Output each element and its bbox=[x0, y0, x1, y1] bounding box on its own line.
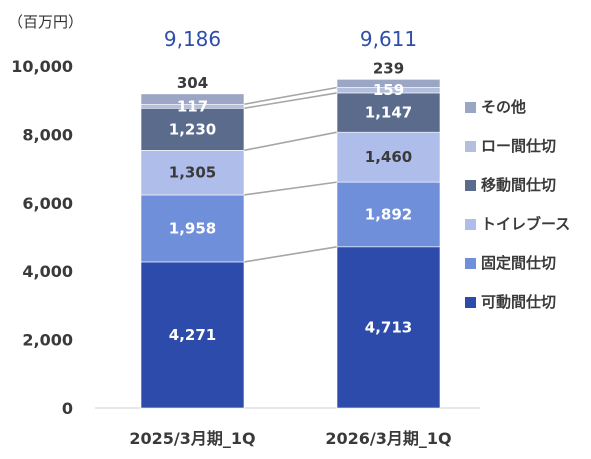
data-label: 1,230 bbox=[169, 120, 216, 138]
connector-line bbox=[243, 86, 338, 106]
bar-segment bbox=[140, 194, 245, 263]
legend-label: その他 bbox=[481, 98, 526, 116]
bar-segment bbox=[336, 92, 441, 133]
legend-swatch bbox=[465, 297, 476, 308]
y-axis: 0 2,000 4,000 6,000 8,000 10,000 2025/3月期_1Q 20… bbox=[11, 57, 480, 448]
legend-label: 固定間仕切 bbox=[481, 254, 556, 272]
data-label: 117 bbox=[177, 97, 208, 115]
x-category-label: 2025/3月期_1Q bbox=[129, 429, 255, 448]
data-label: 1,460 bbox=[365, 148, 412, 166]
y-tick-label: 4,000 bbox=[22, 262, 73, 281]
legend-label: トイレブース bbox=[481, 215, 570, 233]
legend-label: ロー間仕切 bbox=[481, 137, 556, 155]
total-label: 9,611 bbox=[360, 27, 417, 51]
bar-segment bbox=[336, 246, 441, 409]
bar-segment bbox=[336, 131, 441, 183]
bar-segment bbox=[140, 261, 245, 409]
data-label: 304 bbox=[177, 74, 208, 92]
data-labels: 4,271 4,713 1,958 1,892 1,305 1,460 1,230 1,147… bbox=[164, 27, 417, 344]
y-tick-label: 2,000 bbox=[22, 331, 73, 350]
y-tick-label: 8,000 bbox=[22, 125, 73, 144]
data-label: 159 bbox=[373, 81, 404, 99]
connector-lines bbox=[243, 86, 338, 263]
connector-line bbox=[243, 246, 338, 263]
bar-segment bbox=[336, 181, 441, 248]
x-category-label: 2026/3月期_1Q bbox=[325, 429, 451, 448]
legend-swatch bbox=[465, 258, 476, 269]
data-label: 1,305 bbox=[169, 164, 216, 182]
data-label: 1,147 bbox=[365, 104, 412, 122]
bars bbox=[140, 79, 441, 409]
connector-line bbox=[243, 92, 338, 110]
legend-swatch bbox=[465, 141, 476, 152]
y-tick-label: 10,000 bbox=[11, 57, 73, 76]
bar-segment bbox=[140, 150, 245, 196]
data-label: 1,892 bbox=[365, 205, 412, 223]
bar-segment bbox=[140, 93, 245, 105]
legend-swatch bbox=[465, 180, 476, 191]
total-label: 9,186 bbox=[164, 27, 221, 51]
legend-label: 可動間仕切 bbox=[481, 293, 556, 311]
bar-segment bbox=[336, 79, 441, 88]
unit-label: （百万円） bbox=[8, 13, 83, 31]
legend-swatch bbox=[465, 219, 476, 230]
y-tick-label: 6,000 bbox=[22, 194, 73, 213]
data-label: 239 bbox=[373, 59, 404, 77]
data-label: 4,713 bbox=[365, 318, 412, 336]
y-tick-label: 0 bbox=[62, 399, 73, 418]
data-label: 1,958 bbox=[169, 219, 216, 237]
legend-swatch bbox=[465, 102, 476, 113]
connector-line bbox=[243, 181, 338, 196]
data-label: 4,271 bbox=[169, 326, 216, 344]
legend-label: 移動間仕切 bbox=[481, 176, 556, 194]
connector-line bbox=[243, 131, 338, 152]
